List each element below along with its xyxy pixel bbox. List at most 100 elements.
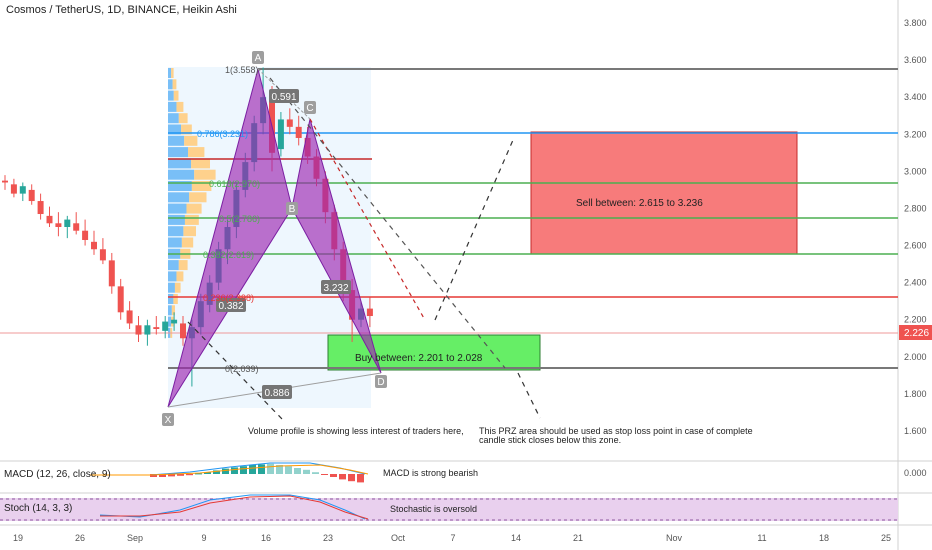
candle-body[interactable]	[73, 223, 80, 231]
volume-profile-bar-up	[168, 294, 174, 304]
time-tick-label: Sep	[127, 533, 143, 543]
volume-profile-bar-down	[172, 79, 177, 90]
time-tick-label: 26	[75, 533, 85, 543]
volume-profile-bar-down	[191, 181, 212, 191]
volume-profile-bar-down	[171, 68, 174, 78]
time-tick-label: 23	[323, 533, 333, 543]
volume-profile-bar-up	[168, 135, 185, 146]
candle-body[interactable]	[180, 323, 186, 339]
candle-body[interactable]	[46, 215, 53, 224]
point-d-marker[interactable]: D	[375, 375, 387, 388]
candle-body[interactable]	[366, 308, 373, 317]
price-tick-label: 3.000	[904, 166, 927, 176]
point-a-marker[interactable]: A	[252, 51, 264, 64]
volume-profile-bar-up	[168, 147, 189, 158]
time-axis[interactable]: 19 26 Sep 9 16 23 Oct 7 14 21 Nov 11 18 25	[13, 533, 891, 543]
volume-profile-bar-up	[168, 113, 179, 124]
point-x-label: X	[165, 415, 172, 426]
volume-profile-bar-down	[173, 294, 178, 304]
current-price-text: 2.226	[904, 328, 929, 339]
volume-profile-bar-up	[168, 79, 173, 90]
macd-hist-bar	[258, 464, 265, 474]
candle-body[interactable]	[2, 180, 8, 183]
candle-body[interactable]	[91, 241, 97, 250]
note-macd: MACD is strong bearish	[383, 468, 478, 478]
projection-arrow-up	[434, 139, 514, 321]
price-tick-label: 2.200	[904, 315, 927, 325]
candle-body[interactable]	[28, 189, 35, 202]
macd-indicator-label[interactable]: MACD (12, 26, close, 9)	[4, 469, 111, 480]
macd-hist-bar	[159, 474, 166, 477]
point-c-marker[interactable]: C	[304, 101, 316, 114]
price-tick-label: 2.600	[904, 241, 927, 251]
volume-profile-bar-up	[168, 260, 179, 271]
fib-label-05: 0.5(2.786)	[219, 214, 260, 224]
projection-arrow-gray	[269, 77, 506, 369]
volume-profile-bar-up	[168, 237, 182, 248]
buy-zone-label: Buy between: 2.201 to 2.028	[355, 353, 483, 364]
macd-axis-tick: 0.000	[904, 468, 927, 478]
volume-profile-bar-up	[168, 101, 177, 112]
volume-profile-bar-down	[173, 90, 179, 101]
svg-text:0.886: 0.886	[264, 388, 289, 399]
candle-body[interactable]	[144, 325, 151, 335]
point-x-marker[interactable]: X	[162, 413, 174, 426]
volume-profile-bar-down	[176, 101, 184, 112]
candle-body[interactable]	[153, 327, 160, 329]
prz-note-arrow	[517, 372, 541, 419]
candle-body[interactable]	[82, 230, 89, 240]
svg-text:0.382: 0.382	[218, 301, 243, 312]
current-price-badge	[899, 325, 932, 340]
volume-profile-bar-down	[181, 237, 194, 248]
candle-body[interactable]	[37, 201, 44, 215]
candle-body[interactable]	[286, 119, 293, 127]
candle-body[interactable]	[55, 223, 62, 227]
macd-hist-bar	[312, 472, 319, 474]
price-tick-label: 1.600	[904, 426, 927, 436]
volume-profile-bar-down	[191, 158, 210, 169]
svg-text:3.232: 3.232	[323, 283, 348, 294]
candle-body[interactable]	[19, 186, 26, 194]
point-d-label: D	[377, 377, 384, 388]
candle-body[interactable]	[108, 260, 115, 287]
candle-body[interactable]	[10, 184, 17, 194]
volume-profile-bar-up	[168, 124, 182, 135]
macd-histogram	[150, 463, 364, 483]
point-b-marker[interactable]: B	[286, 202, 298, 215]
macd-hist-bar	[168, 474, 175, 477]
candle-body[interactable]	[99, 249, 106, 261]
fib-label-0786: 0.786(3.231)	[197, 129, 248, 139]
candle-body[interactable]	[162, 321, 169, 331]
price-axis[interactable]: 3.800 3.600 3.400 3.200 3.000 2.800 2.600 2.400…	[904, 18, 927, 436]
volume-profile-bar-down	[188, 147, 205, 158]
stoch-indicator-label[interactable]: Stoch (14, 3, 3)	[4, 503, 73, 514]
time-tick-label: 21	[573, 533, 583, 543]
volume-profile-bar-up	[168, 181, 192, 191]
candle-body[interactable]	[277, 119, 284, 150]
macd-hist-bar	[357, 474, 364, 483]
time-tick-label: 25	[881, 533, 891, 543]
candle-body[interactable]	[295, 126, 302, 138]
time-tick-label: 18	[819, 533, 829, 543]
price-tick-label: 2.000	[904, 352, 927, 362]
fib-levels	[0, 68, 898, 369]
volume-profile-bar-down	[178, 113, 188, 124]
volume-profile-bar-down	[178, 260, 188, 271]
candle-body[interactable]	[117, 286, 124, 313]
volume-profile-bar-down	[194, 169, 216, 180]
point-c-label: C	[306, 103, 313, 114]
volume-profile-bar-up	[168, 169, 195, 180]
time-tick-label: 19	[13, 533, 23, 543]
macd-signal-line	[90, 464, 369, 476]
macd-hist-bar	[222, 468, 229, 474]
point-b-label: B	[289, 204, 296, 215]
macd-hist-bar	[204, 472, 211, 474]
candle-body[interactable]	[135, 325, 142, 335]
candle-body[interactable]	[64, 219, 71, 227]
time-tick-label: Oct	[391, 533, 406, 543]
candle-body[interactable]	[171, 319, 178, 324]
candle-body[interactable]	[126, 310, 133, 324]
ratio-bc-tag: 3.232	[321, 280, 351, 294]
sell-zone[interactable]	[530, 131, 798, 255]
